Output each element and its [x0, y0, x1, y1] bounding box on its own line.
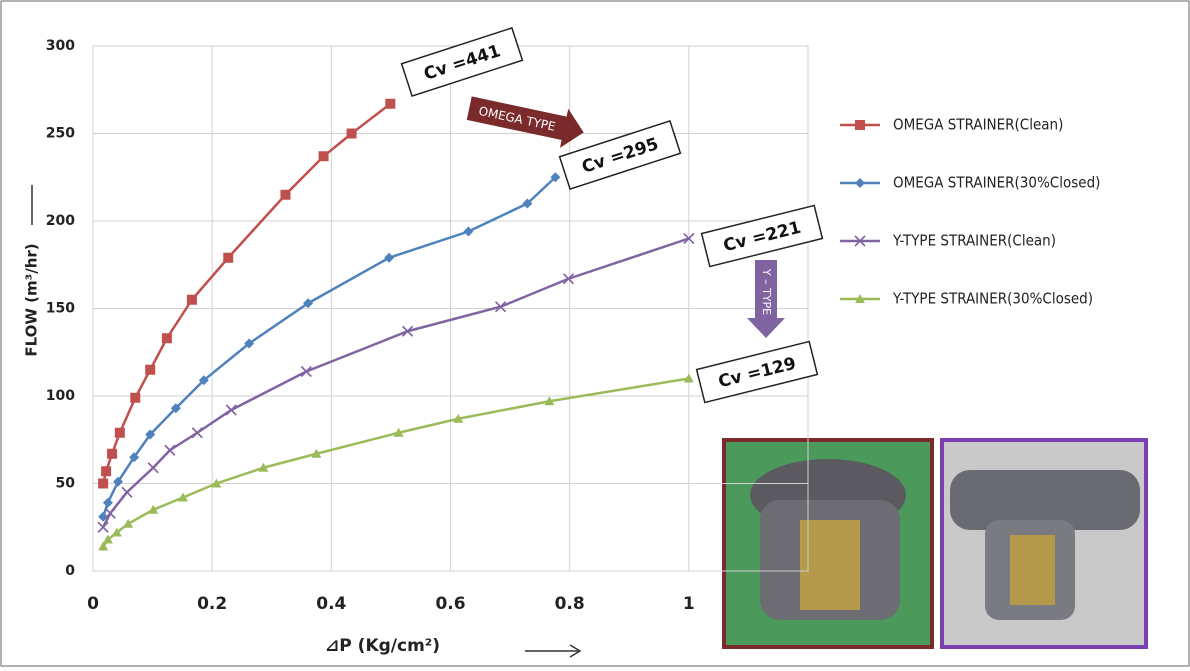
x-tick-label: 0: [87, 594, 99, 614]
x-tick-label: 0.8: [555, 594, 585, 614]
y-tick-label: 150: [46, 301, 75, 317]
legend-label: OMEGA STRAINER(Clean): [893, 116, 1063, 134]
photo-ytype: [942, 440, 1146, 647]
marker: [130, 393, 140, 403]
x-tick-label: 0.2: [197, 594, 227, 614]
y-tick-label: 0: [65, 563, 75, 579]
y-tick-label: 250: [46, 126, 75, 142]
y-tick-label: 100: [46, 388, 75, 404]
y-tick-label: 50: [56, 476, 76, 492]
marker: [319, 151, 329, 161]
chart: FLOW (m³/hr) ⊿P (Kg/cm²) 0 50 100 150 200 250…: [0, 0, 1190, 667]
legend-label: Y-TYPE STRAINER(30%Closed): [892, 290, 1093, 308]
marker: [280, 190, 290, 200]
marker: [145, 365, 155, 375]
marker: [347, 129, 357, 139]
y-axis-label: FLOW (m³/hr): [23, 243, 41, 356]
x-axis-label: ⊿P (Kg/cm²): [325, 636, 440, 656]
y-tick-label: 200: [46, 213, 75, 229]
legend-label: OMEGA STRAINER(30%Closed): [893, 174, 1100, 192]
marker: [385, 99, 395, 109]
marker: [855, 120, 865, 130]
x-tick-label: 0.6: [435, 594, 465, 614]
marker: [107, 449, 117, 459]
marker: [187, 295, 197, 305]
y-tick-label: 300: [46, 38, 75, 54]
x-tick-label: 0.4: [316, 594, 346, 614]
photo-omega: [724, 440, 932, 647]
arrow-label: Y – TYPE: [760, 268, 773, 315]
x-tick-label: 1: [683, 594, 695, 614]
marker: [223, 253, 233, 263]
marker: [115, 428, 125, 438]
legend-label: Y-TYPE STRAINER(Clean): [892, 232, 1056, 250]
marker: [98, 479, 108, 489]
marker: [101, 466, 111, 476]
marker: [162, 333, 172, 343]
